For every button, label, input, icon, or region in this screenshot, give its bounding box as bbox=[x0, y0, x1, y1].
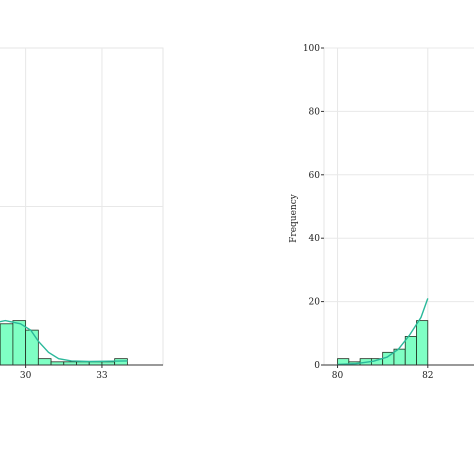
right-y-tick-label-5: 100 bbox=[303, 44, 320, 54]
right-y-tick-label-3: 60 bbox=[309, 171, 321, 181]
left-x-tick-label-0: 30 bbox=[20, 371, 32, 381]
right-bar-6 bbox=[404, 336, 417, 366]
right-y-tick-label-4: 80 bbox=[309, 107, 321, 117]
left-bar-9 bbox=[114, 358, 128, 366]
right-plot-frame bbox=[323, 47, 474, 366]
left-bar-0 bbox=[0, 323, 14, 366]
right-y-tick-label-0: 0 bbox=[314, 361, 320, 371]
right-y-axis-title: Frequency bbox=[289, 193, 299, 243]
right-x-tick-label-0: 80 bbox=[332, 371, 344, 381]
right-y-tick-label-1: 20 bbox=[309, 298, 321, 308]
right-bar-7 bbox=[416, 320, 429, 366]
left-density-curve bbox=[0, 319, 128, 363]
left-x-tick-label-1: 33 bbox=[96, 371, 108, 381]
left-histogram-panel: 30 33 bbox=[0, 47, 164, 381]
right-x-tick-label-1: 82 bbox=[422, 371, 433, 381]
left-bar-3 bbox=[37, 358, 52, 366]
left-bar-2 bbox=[25, 329, 39, 366]
right-y-tick-label-2: 40 bbox=[309, 234, 321, 244]
right-histogram-panel: 80 82 0 20 40 60 80 100 Frequency bbox=[289, 44, 474, 381]
right-density-curve bbox=[337, 298, 429, 366]
left-bar-1 bbox=[12, 320, 27, 366]
